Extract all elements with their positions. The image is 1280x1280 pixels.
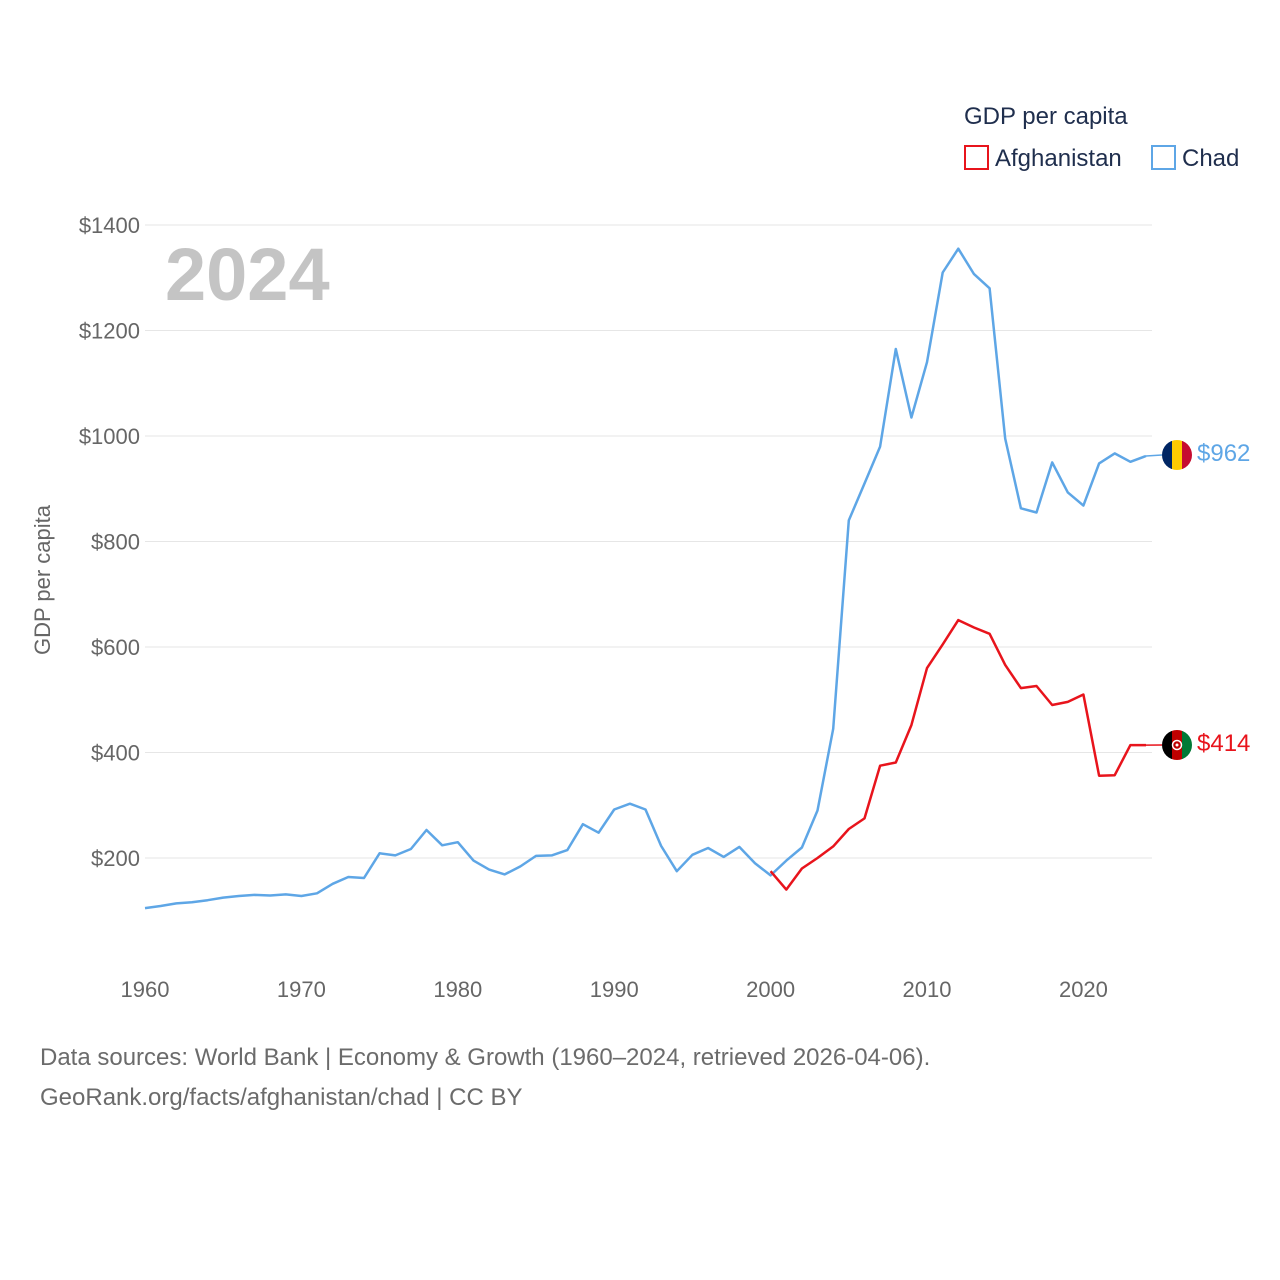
- legend-label-chad: Chad: [1182, 145, 1239, 172]
- series-lines: [144, 247, 1147, 910]
- y-tick-label: $1400: [79, 213, 140, 238]
- chad-flag-icon: [1162, 440, 1192, 470]
- x-tick-label: 1990: [590, 977, 639, 1002]
- y-tick-label: $1000: [79, 424, 140, 449]
- y-axis-label: GDP per capita: [30, 504, 55, 655]
- x-axis-ticks: 1960 1970 1980 1990 2000 2010 2020: [121, 977, 1108, 1002]
- x-tick-label: 2000: [746, 977, 795, 1002]
- x-tick-label: 2010: [903, 977, 952, 1002]
- series-line-chad[interactable]: [144, 247, 1147, 910]
- end-label-afghanistan: $414: [1197, 730, 1250, 757]
- series-line-afghanistan[interactable]: [769, 618, 1146, 891]
- x-tick-label: 1960: [121, 977, 170, 1002]
- footer-attribution[interactable]: GeoRank.org/facts/afghanistan/chad | CC …: [40, 1084, 523, 1111]
- footer-sources: Data sources: World Bank | Economy & Gro…: [40, 1044, 931, 1071]
- afghanistan-flag-icon: [1162, 730, 1192, 760]
- year-label: 2024: [165, 233, 330, 316]
- y-tick-label: $600: [91, 635, 140, 660]
- legend-label-afghanistan: Afghanistan: [995, 145, 1122, 172]
- x-tick-label: 1980: [433, 977, 482, 1002]
- legend-item-afghanistan[interactable]: Afghanistan: [964, 145, 1122, 172]
- end-connector-chad: [1145, 454, 1163, 457]
- legend-title: GDP per capita: [964, 103, 1128, 130]
- y-tick-label: $200: [91, 846, 140, 871]
- legend-swatch-afghanistan: [964, 145, 989, 170]
- end-label-chad: $962: [1197, 440, 1250, 467]
- y-axis-ticks: $200 $400 $600 $800 $1000 $1200 $1400: [79, 213, 140, 871]
- gridlines: [145, 224, 1152, 859]
- y-tick-label: $800: [91, 530, 140, 555]
- x-tick-label: 2020: [1059, 977, 1108, 1002]
- y-tick-label: $1200: [79, 319, 140, 344]
- legend-swatch-chad: [1151, 145, 1176, 170]
- x-tick-label: 1970: [277, 977, 326, 1002]
- legend-item-chad[interactable]: Chad: [1151, 145, 1239, 172]
- y-tick-label: $400: [91, 741, 140, 766]
